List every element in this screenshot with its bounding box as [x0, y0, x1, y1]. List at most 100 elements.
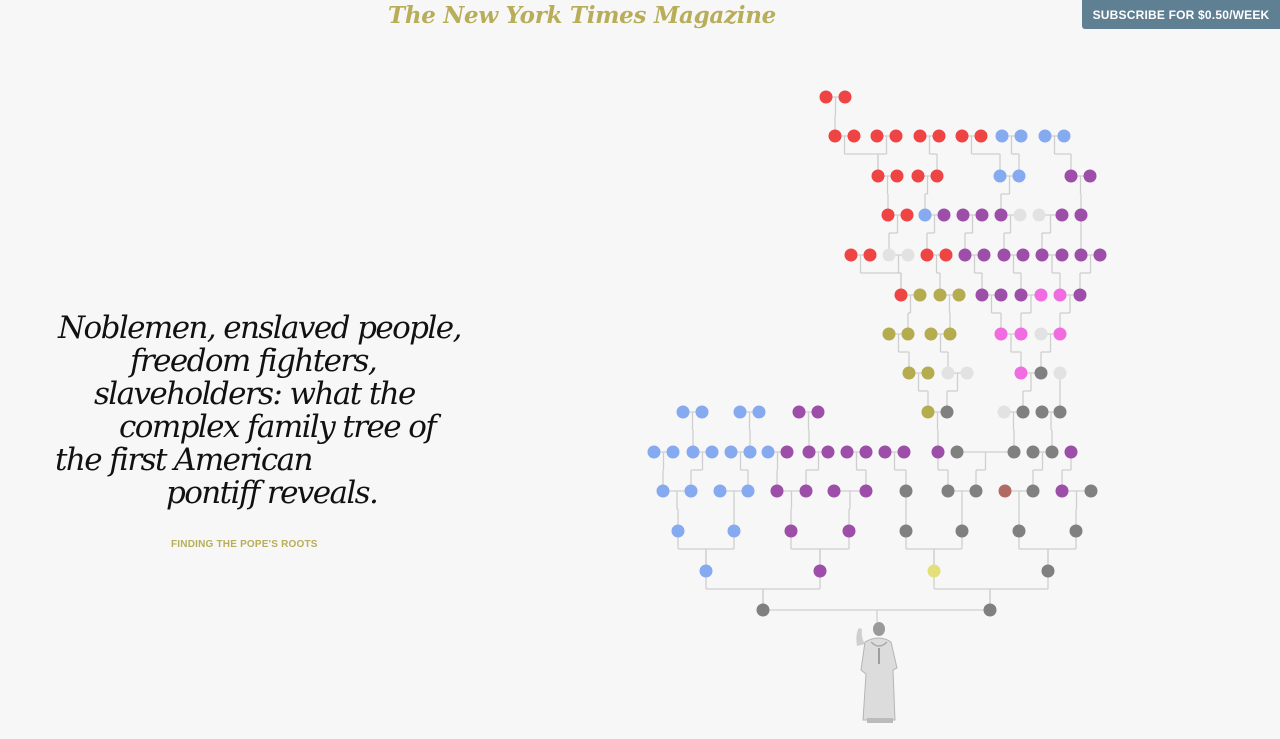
ancestor-dot[interactable] [1074, 208, 1088, 222]
ancestor-dot[interactable] [1093, 248, 1107, 262]
ancestor-dot[interactable] [890, 169, 904, 183]
ancestor-dot[interactable] [994, 208, 1008, 222]
subscribe-button[interactable]: SUBSCRIBE FOR $0.50/WEEK [1082, 0, 1280, 29]
ancestor-dot[interactable] [1012, 524, 1026, 538]
ancestor-dot[interactable] [1064, 169, 1078, 183]
ancestor-dot[interactable] [894, 288, 908, 302]
ancestor-dot[interactable] [1034, 288, 1048, 302]
ancestor-dot[interactable] [1014, 366, 1028, 380]
ancestor-dot[interactable] [813, 564, 827, 578]
ancestor-dot[interactable] [1073, 288, 1087, 302]
ancestor-dot[interactable] [913, 288, 927, 302]
ancestor-dot[interactable] [1084, 484, 1098, 498]
ancestor-dot[interactable] [838, 90, 852, 104]
ancestor-dot[interactable] [997, 248, 1011, 262]
ancestor-dot[interactable] [792, 405, 806, 419]
ancestor-dot[interactable] [937, 208, 951, 222]
ancestor-dot[interactable] [870, 129, 884, 143]
ancestor-dot[interactable] [756, 603, 770, 617]
ancestor-dot[interactable] [1034, 366, 1048, 380]
ancestor-dot[interactable] [977, 248, 991, 262]
ancestor-dot[interactable] [1064, 445, 1078, 459]
ancestor-dot[interactable] [983, 603, 997, 617]
ancestor-dot[interactable] [994, 288, 1008, 302]
ancestor-dot[interactable] [911, 169, 925, 183]
ancestor-dot[interactable] [859, 484, 873, 498]
ancestor-dot[interactable] [1026, 445, 1040, 459]
ancestor-dot[interactable] [955, 524, 969, 538]
ancestor-dot[interactable] [941, 366, 955, 380]
ancestor-dot[interactable] [1013, 208, 1027, 222]
ancestor-dot[interactable] [727, 524, 741, 538]
ancestor-dot[interactable] [1053, 327, 1067, 341]
ancestor-dot[interactable] [958, 248, 972, 262]
ancestor-dot[interactable] [1045, 445, 1059, 459]
ancestor-dot[interactable] [1069, 524, 1083, 538]
ancestor-dot[interactable] [899, 484, 913, 498]
ancestor-dot[interactable] [1007, 445, 1021, 459]
ancestor-dot[interactable] [827, 484, 841, 498]
ancestor-dot[interactable] [676, 405, 690, 419]
finding-roots-link[interactable]: FINDING THE POPE'S ROOTS [171, 539, 318, 550]
ancestor-dot[interactable] [1032, 208, 1046, 222]
ancestor-dot[interactable] [784, 524, 798, 538]
ancestor-dot[interactable] [840, 445, 854, 459]
ancestor-dot[interactable] [882, 248, 896, 262]
ancestor-dot[interactable] [1041, 564, 1055, 578]
ancestor-dot[interactable] [975, 208, 989, 222]
ancestor-dot[interactable] [994, 327, 1008, 341]
ancestor-dot[interactable] [724, 445, 738, 459]
ancestor-dot[interactable] [686, 445, 700, 459]
ancestor-dot[interactable] [1053, 366, 1067, 380]
ancestor-dot[interactable] [1053, 405, 1067, 419]
ancestor-dot[interactable] [955, 129, 969, 143]
ancestor-dot[interactable] [1035, 248, 1049, 262]
ancestor-dot[interactable] [997, 405, 1011, 419]
ancestor-dot[interactable] [882, 327, 896, 341]
ancestor-dot[interactable] [871, 169, 885, 183]
ancestor-dot[interactable] [761, 445, 775, 459]
ancestor-dot[interactable] [844, 248, 858, 262]
ancestor-dot[interactable] [1034, 327, 1048, 341]
ancestor-dot[interactable] [993, 169, 1007, 183]
ancestor-dot[interactable] [1026, 484, 1040, 498]
ancestor-dot[interactable] [900, 208, 914, 222]
ancestor-dot[interactable] [1014, 129, 1028, 143]
ancestor-dot[interactable] [1012, 169, 1026, 183]
ancestor-dot[interactable] [931, 445, 945, 459]
ancestor-dot[interactable] [913, 129, 927, 143]
ancestor-dot[interactable] [956, 208, 970, 222]
ancestor-dot[interactable] [1016, 248, 1030, 262]
ancestor-dot[interactable] [901, 327, 915, 341]
ancestor-dot[interactable] [952, 288, 966, 302]
ancestor-dot[interactable] [918, 208, 932, 222]
ancestor-dot[interactable] [656, 484, 670, 498]
ancestor-dot[interactable] [899, 524, 913, 538]
ancestor-dot[interactable] [1083, 169, 1097, 183]
ancestor-dot[interactable] [842, 524, 856, 538]
ancestor-dot[interactable] [699, 564, 713, 578]
ancestor-dot[interactable] [969, 484, 983, 498]
ancestor-dot[interactable] [921, 405, 935, 419]
ancestor-dot[interactable] [889, 129, 903, 143]
ancestor-dot[interactable] [920, 248, 934, 262]
ancestor-dot[interactable] [1057, 129, 1071, 143]
ancestor-dot[interactable] [671, 524, 685, 538]
ancestor-dot[interactable] [921, 366, 935, 380]
ancestor-dot[interactable] [924, 327, 938, 341]
ancestor-dot[interactable] [819, 90, 833, 104]
ancestor-dot[interactable] [1014, 327, 1028, 341]
ancestor-dot[interactable] [1055, 484, 1069, 498]
ancestor-dot[interactable] [943, 327, 957, 341]
ancestor-dot[interactable] [647, 445, 661, 459]
ancestor-dot[interactable] [828, 129, 842, 143]
ancestor-dot[interactable] [1074, 248, 1088, 262]
ancestor-dot[interactable] [1055, 208, 1069, 222]
ancestor-dot[interactable] [933, 288, 947, 302]
ancestor-dot[interactable] [799, 484, 813, 498]
ancestor-dot[interactable] [770, 484, 784, 498]
ancestor-dot[interactable] [859, 445, 873, 459]
ancestor-dot[interactable] [666, 445, 680, 459]
ancestor-dot[interactable] [1055, 248, 1069, 262]
ancestor-dot[interactable] [1016, 405, 1030, 419]
